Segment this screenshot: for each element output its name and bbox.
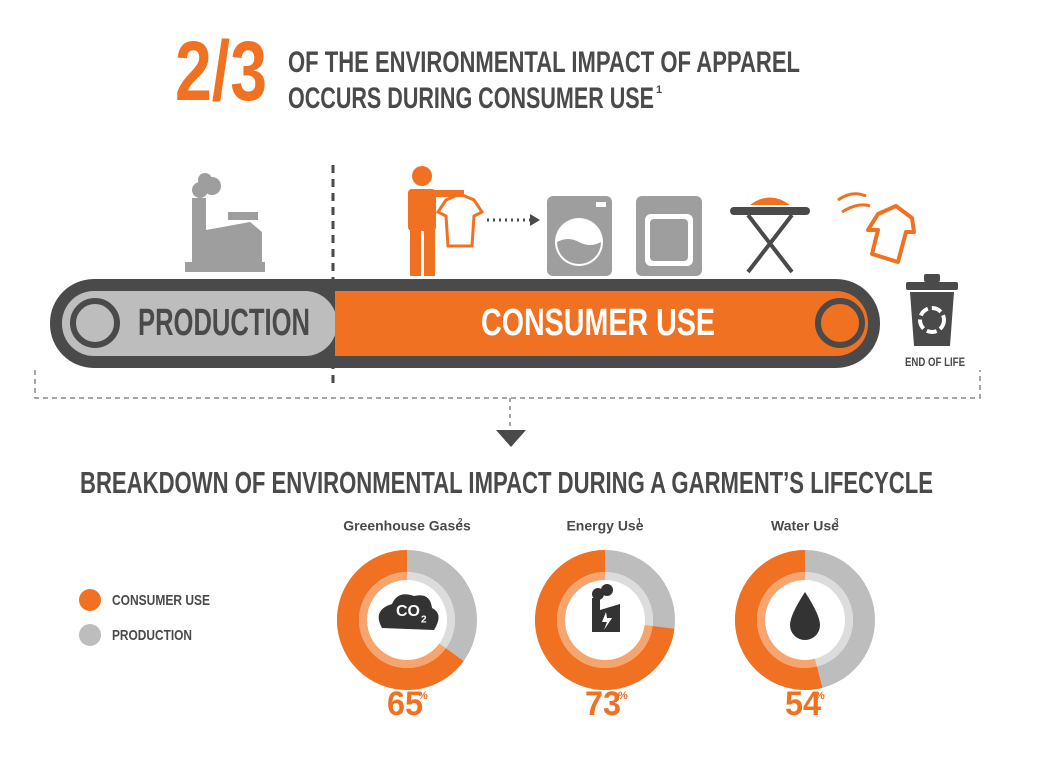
- donut-inner-arc: [557, 572, 653, 668]
- chart-value: 73: [585, 685, 621, 723]
- roller: [815, 298, 865, 348]
- icon-text: 2: [421, 615, 427, 626]
- headline-line: OF THE ENVIRONMENTAL IMPACT OF APPAREL: [288, 46, 800, 79]
- chart-value: 54: [785, 685, 821, 723]
- donut-arc: [535, 550, 675, 690]
- co2-icon: [378, 594, 439, 630]
- trash-icon: [906, 274, 958, 346]
- washer-icon: [547, 196, 612, 276]
- donut-inner-arc: [757, 572, 817, 668]
- production-segment: [62, 291, 337, 356]
- chart-value: 65: [387, 685, 423, 723]
- energy-icon: [592, 584, 620, 632]
- consumer-icon: [408, 166, 485, 276]
- iron-icon: [730, 197, 810, 274]
- stage-label: PRODUCTION: [138, 302, 310, 344]
- consumer-segment-edge: [335, 291, 375, 356]
- footnote-mark: 1: [656, 84, 662, 96]
- donut-arc: [337, 550, 464, 690]
- stage-label: CONSUMER USE: [481, 302, 715, 344]
- production-icon: [185, 173, 265, 272]
- chart-label: Greenhouse Gases: [343, 518, 471, 534]
- pointer: [496, 430, 526, 447]
- bracket: [34, 370, 981, 399]
- legend-label: PRODUCTION: [112, 627, 192, 644]
- donut-inner-arc: [359, 572, 446, 668]
- arrow-head: [530, 214, 540, 226]
- chart-unit: %: [418, 690, 428, 702]
- donut-arc: [735, 550, 823, 690]
- section-title: BREAKDOWN OF ENVIRONMENTAL IMPACT DURING…: [80, 465, 933, 500]
- legend-label: CONSUMER USE: [112, 592, 210, 609]
- headline-fraction: 2/3: [175, 24, 267, 118]
- consumer-segment: [335, 291, 868, 356]
- roller: [70, 298, 120, 348]
- stage-label: END OF LIFE: [905, 355, 965, 369]
- discard-icon: [837, 192, 916, 264]
- footnote-mark: 2: [458, 517, 463, 526]
- icon-text: CO: [396, 603, 420, 620]
- chart-unit: %: [815, 690, 825, 702]
- chart-label: Water Use: [771, 518, 839, 534]
- legend-swatch: [79, 589, 101, 611]
- legend-swatch: [79, 624, 101, 646]
- chart-unit: %: [618, 690, 628, 702]
- water-icon: [790, 592, 820, 640]
- footnote-mark: 1: [637, 517, 642, 526]
- footnote-mark: 3: [834, 517, 839, 526]
- dryer-icon: [636, 196, 702, 276]
- chart-label: Energy Use: [566, 518, 643, 534]
- headline-line: OCCURS DURING CONSUMER USE: [288, 82, 654, 115]
